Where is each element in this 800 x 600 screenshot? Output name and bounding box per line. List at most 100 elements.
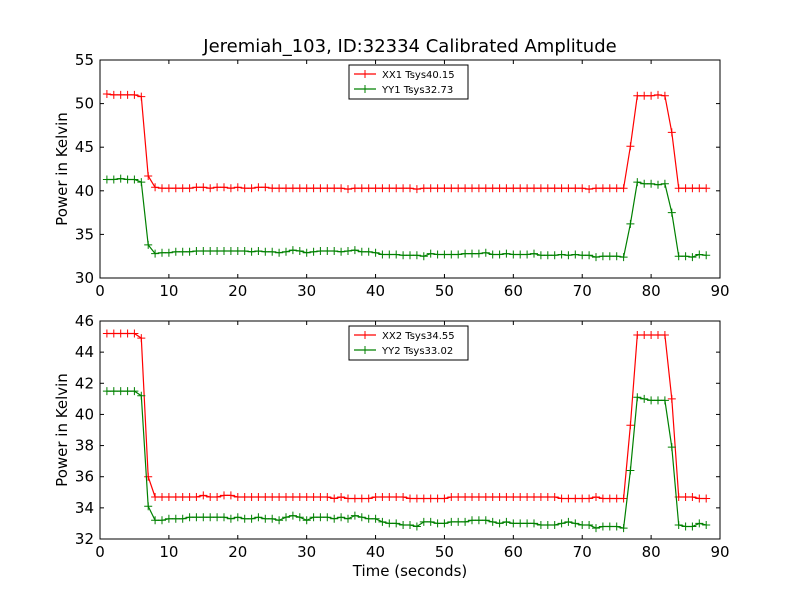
data-point <box>502 517 511 526</box>
x-tick-label: 90 <box>710 543 729 561</box>
data-point <box>509 250 518 259</box>
data-point <box>171 514 180 523</box>
data-point <box>213 513 222 522</box>
y-tick-label: 40 <box>75 182 94 200</box>
data-point <box>674 252 683 261</box>
data-point <box>516 184 525 193</box>
data-point <box>371 493 380 501</box>
data-point <box>206 513 215 522</box>
data-point <box>309 247 318 256</box>
data-point <box>330 494 339 503</box>
data-point <box>206 184 215 193</box>
data-point <box>633 331 642 339</box>
x-tick-label: 10 <box>159 282 178 300</box>
data-point <box>302 516 311 525</box>
data-point <box>275 248 284 257</box>
x-tick-label: 40 <box>366 543 385 561</box>
legend-marker <box>361 70 369 78</box>
data-point <box>619 184 628 193</box>
data-point <box>530 519 538 528</box>
data-point <box>536 493 545 501</box>
data-point <box>337 247 346 256</box>
data-point <box>344 247 352 255</box>
data-point <box>275 493 284 501</box>
data-point <box>612 494 621 503</box>
data-point <box>309 493 318 501</box>
data-point <box>592 493 600 501</box>
data-point <box>123 329 132 338</box>
data-point <box>268 514 277 523</box>
data-point <box>536 184 545 193</box>
data-point <box>440 250 449 259</box>
series-line <box>106 390 707 529</box>
data-point <box>344 494 352 503</box>
data-point <box>171 247 180 256</box>
data-point <box>571 184 580 193</box>
data-point <box>350 494 359 503</box>
data-point <box>357 513 366 522</box>
y-axis-label: Power in Kelvin <box>53 112 71 226</box>
data-point <box>406 251 414 260</box>
data-point <box>695 184 704 193</box>
subplot-1: Jeremiah_103, ID:32334 Calibrated Amplit… <box>53 36 730 300</box>
data-point <box>516 250 525 259</box>
x-axis-label: Time (seconds) <box>352 562 468 580</box>
data-point <box>144 172 153 180</box>
data-point <box>233 247 242 255</box>
data-point <box>550 493 559 501</box>
data-point <box>474 516 483 525</box>
data-point <box>275 184 284 193</box>
data-point <box>447 493 456 501</box>
x-tick-label: 0 <box>95 543 105 561</box>
data-point <box>447 184 456 193</box>
data-point <box>468 184 476 193</box>
data-point <box>461 517 470 526</box>
data-point <box>282 247 290 256</box>
data-point <box>660 179 669 188</box>
data-point <box>337 513 346 522</box>
data-point <box>688 184 697 193</box>
data-point <box>626 219 635 228</box>
data-point <box>564 494 573 503</box>
data-point <box>378 184 387 193</box>
data-point <box>330 184 339 193</box>
data-point <box>440 494 449 503</box>
y-tick-label: 36 <box>75 468 94 486</box>
data-point <box>516 519 525 528</box>
data-point <box>392 519 401 528</box>
legend: XX1 Tsys40.15 YY1 Tsys32.73 <box>348 64 469 100</box>
data-point <box>364 247 373 256</box>
data-point <box>282 493 290 501</box>
data-point <box>605 494 614 503</box>
data-point <box>247 493 256 501</box>
data-point <box>585 494 594 503</box>
data-point <box>185 513 194 522</box>
data-point <box>523 519 532 528</box>
data-point <box>647 396 656 405</box>
data-point <box>523 250 532 259</box>
data-point <box>474 184 483 193</box>
data-point <box>536 521 545 529</box>
legend-box <box>348 325 469 361</box>
data-point <box>509 519 518 528</box>
data-point <box>454 184 463 193</box>
legend: XX2 Tsys34.55 YY2 Tsys33.02 <box>348 325 469 361</box>
data-point <box>488 493 497 501</box>
data-point <box>399 521 408 529</box>
data-point <box>557 519 566 528</box>
data-point <box>164 493 173 501</box>
data-point <box>364 494 373 503</box>
data-point <box>598 494 607 503</box>
x-tick-label: 60 <box>504 543 523 561</box>
data-point <box>667 394 676 403</box>
data-point <box>688 253 697 262</box>
data-point <box>530 249 538 258</box>
data-point <box>695 519 704 528</box>
data-point <box>530 184 538 193</box>
data-point <box>123 90 132 99</box>
data-point <box>660 396 669 405</box>
data-point <box>468 493 476 501</box>
data-point <box>681 522 690 531</box>
data-point <box>151 249 160 258</box>
